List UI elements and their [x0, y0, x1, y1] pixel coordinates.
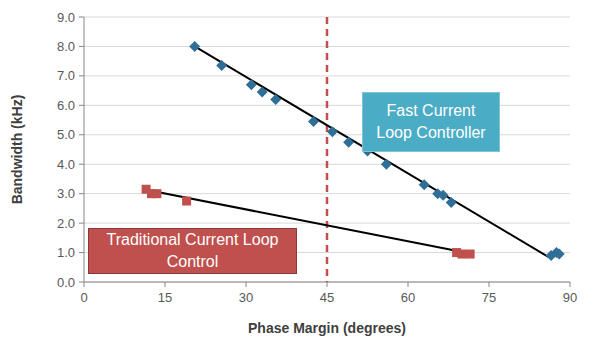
grid-line	[84, 75, 570, 76]
y-tick-label: 2.0	[57, 216, 75, 231]
x-tick	[489, 282, 490, 287]
y-tick	[79, 223, 84, 224]
point	[270, 94, 281, 105]
x-tick-label: 90	[563, 290, 577, 305]
point	[308, 116, 319, 127]
y-tick	[79, 193, 84, 194]
y-tick-label: 3.0	[57, 186, 75, 201]
x-tick	[246, 282, 247, 287]
y-tick-label: 4.0	[57, 157, 75, 172]
y-tick-label: 6.0	[57, 98, 75, 113]
x-tick-label: 0	[80, 290, 87, 305]
reference-line	[326, 17, 329, 282]
y-tick	[79, 75, 84, 76]
x-tick	[327, 282, 328, 287]
y-tick-label: 5.0	[57, 127, 75, 142]
y-tick	[79, 134, 84, 135]
y-tick	[79, 46, 84, 47]
point	[327, 126, 338, 137]
point	[152, 189, 161, 198]
point	[419, 179, 430, 190]
x-tick-label: 30	[239, 290, 253, 305]
series-label: Traditional Current Loop Control	[88, 228, 297, 274]
y-tick	[79, 105, 84, 106]
point	[189, 41, 200, 52]
point	[466, 250, 475, 259]
y-tick	[79, 164, 84, 165]
point	[554, 249, 565, 260]
y-tick-label: 9.0	[57, 10, 75, 25]
point	[216, 60, 227, 71]
y-axis-title: Bandwidth (kHz)	[9, 95, 25, 205]
x-tick-label: 60	[401, 290, 415, 305]
point	[381, 159, 392, 170]
y-tick-label: 8.0	[57, 39, 75, 54]
point	[343, 137, 354, 148]
y-tick	[79, 17, 84, 18]
series-label: Fast Current Loop Controller	[362, 92, 500, 152]
x-tick	[570, 282, 571, 287]
point	[446, 197, 457, 208]
x-tick-label: 75	[482, 290, 496, 305]
y-tick	[79, 252, 84, 253]
point	[257, 87, 268, 98]
y-axis	[84, 17, 85, 282]
x-tick-label: 15	[158, 290, 172, 305]
x-axis-title: Phase Margin (degrees)	[248, 320, 406, 336]
y-tick-label: 0.0	[57, 275, 75, 290]
point	[246, 79, 257, 90]
chart: 0.0 1.0 2.0 3.0 4.0 5.0 6.0 7.0 8.0 9.0 0 15 30 45 60 7…	[0, 0, 600, 360]
trend-line	[195, 46, 549, 257]
point	[182, 197, 191, 206]
chart-svg: 0.0 1.0 2.0 3.0 4.0 5.0 6.0 7.0 8.0 9.0 0 15 30 45 60 7…	[0, 0, 600, 360]
x-tick-label: 45	[320, 290, 334, 305]
point	[458, 250, 467, 259]
y-tick	[79, 282, 84, 283]
x-tick	[84, 282, 85, 287]
x-tick	[408, 282, 409, 287]
x-tick	[165, 282, 166, 287]
point	[438, 190, 449, 201]
y-tick-label: 7.0	[57, 68, 75, 83]
y-tick-label: 1.0	[57, 245, 75, 260]
